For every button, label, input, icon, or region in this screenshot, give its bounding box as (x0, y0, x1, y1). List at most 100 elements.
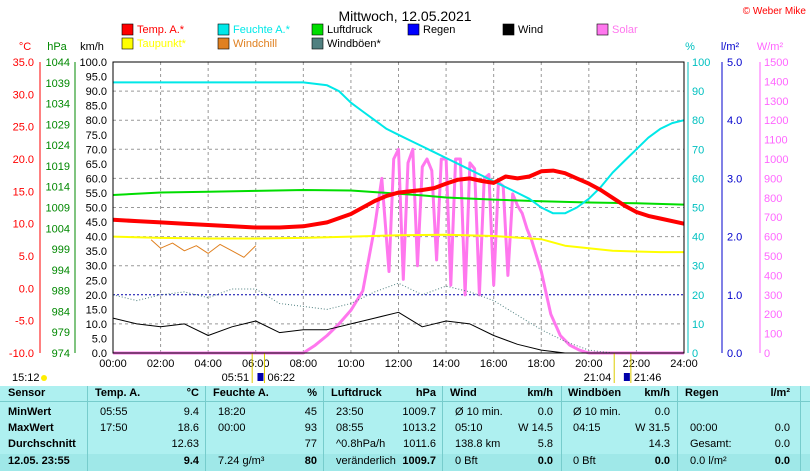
series-line (113, 81, 685, 215)
series-line (112, 233, 684, 254)
y-tick-label: -10.0 (9, 348, 34, 360)
y-tick-label: 0.0 (727, 348, 742, 360)
gust-time: Ø 10 min. (573, 406, 621, 418)
y-tick-label: 60 (692, 173, 704, 185)
series-line (112, 282, 684, 354)
legend-label: Windchill (233, 38, 277, 50)
temp-time: 17:50 (100, 422, 128, 434)
y-tick-label: 1500 (764, 57, 788, 69)
y-tick-label: 30 (692, 261, 704, 273)
plot-frame (112, 61, 685, 354)
gust-value: 0.0 (654, 455, 670, 467)
wind-time: Ø 10 min. (455, 406, 503, 418)
y-tick-label: 30.0 (86, 261, 107, 273)
y-tick-label: 989 (52, 286, 70, 298)
y-tick-label: 100.0 (79, 57, 107, 69)
series-line (113, 147, 684, 355)
sun-markers: 15:12 05:51 06:22 21:04 21:46 (12, 353, 661, 384)
pressure-time: veränderlich (336, 455, 396, 467)
pressure-value: 1011.6 (403, 438, 436, 450)
axis-unit: km/h (80, 41, 104, 53)
legend-label: Wind (518, 24, 543, 36)
legend-label: Temp. A.* (137, 24, 185, 36)
header-rain-unit: l/m² (770, 387, 790, 399)
x-tick-label: 16:00 (480, 358, 508, 370)
y-tick-label: 600 (764, 232, 782, 244)
x-tick-label: 24:00 (670, 358, 698, 370)
sun-marker-time: 06:22 (267, 372, 295, 384)
wind-time: 05:10 (455, 422, 483, 434)
y-tick-label: 20.0 (13, 154, 34, 166)
y-tick-label: 90 (692, 86, 704, 98)
legend-label: Feuchte A.* (233, 24, 291, 36)
y-tick-label: 1014 (46, 182, 70, 194)
y-tick-label: 900 (764, 173, 782, 185)
dusk-marker (623, 373, 630, 381)
y-tick-label: 994 (52, 265, 70, 277)
row-label: MinWert (8, 406, 52, 418)
y-tick-label: 700 (764, 212, 782, 224)
y-tick-label: 1400 (764, 76, 788, 88)
x-tick-label: 04:00 (194, 358, 222, 370)
legend-label: Solar (612, 24, 638, 36)
y-tick-label: 35.0 (13, 57, 34, 69)
wind-value: 0.0 (537, 455, 553, 467)
y-tick-label: 1019 (46, 161, 70, 173)
y-tick-label: 1009 (46, 203, 70, 215)
y-tick-label: 20 (692, 290, 704, 302)
header-pressure-unit: hPa (415, 387, 436, 399)
y-tick-label: 1029 (46, 119, 70, 131)
y-tick-label: 90.0 (86, 86, 107, 98)
chart-title: Mittwoch, 12.05.2021 (338, 8, 471, 24)
x-tick-label: 14:00 (432, 358, 460, 370)
time-start: 15:12 (12, 372, 40, 384)
pressure-value: 1009.7 (402, 406, 436, 418)
header-gust: Windböen (568, 387, 622, 399)
y-tick-label: 20.0 (86, 290, 107, 302)
row-label: 12.05. 23:55 (8, 455, 70, 467)
x-axis-ticks: 00:00 02:00 04:00 06:00 08:00 10:00 12:00 14:00… (99, 358, 698, 370)
gust-value: 0.0 (654, 406, 670, 418)
temp-time: 05:55 (100, 406, 128, 418)
series-line (150, 239, 257, 258)
legend-swatch (217, 37, 230, 50)
wind-time: 0 Bft (455, 455, 478, 467)
pressure-time: ^0.8hPa/h (336, 438, 386, 450)
y-tick-label: 0 (692, 348, 698, 360)
y-tick-label: 100 (764, 329, 782, 341)
header-temp-unit: °C (186, 387, 199, 399)
sun-marker-time: 05:51 (222, 372, 250, 384)
temp-value: 18.6 (177, 422, 199, 434)
rain-value: 0.0 (774, 455, 790, 467)
chart-grid (113, 62, 684, 353)
y-tick-label: 40 (692, 232, 704, 244)
gust-time: 0 Bft (573, 455, 596, 467)
rain-time: Gesamt: (690, 438, 732, 450)
axis-unit: W/m² (757, 41, 784, 53)
legend-swatch (121, 23, 134, 36)
x-tick-label: 10:00 (337, 358, 365, 370)
y-tick-label: 100 (692, 57, 710, 69)
legend-swatch (407, 23, 420, 36)
y-tick-label: 60.0 (86, 173, 107, 185)
y-tick-label: 1300 (764, 96, 788, 108)
rain-value: 0.0 (774, 422, 790, 434)
axis-unit: l/m² (721, 41, 740, 53)
y-tick-label: 80.0 (86, 115, 107, 127)
x-tick-label: 08:00 (290, 358, 318, 370)
humidity-time: 7.24 g/m³ (218, 455, 265, 467)
y-tick-label: 55.0 (86, 188, 107, 200)
y-tick-label: 25.0 (13, 122, 34, 134)
y-tick-label: 5.0 (92, 333, 107, 345)
wind-max: W 14.5 (518, 422, 553, 434)
y-tick-label: 85.0 (86, 101, 107, 113)
y-tick-label: 200 (764, 309, 782, 321)
rain-value: 0.0 (774, 438, 790, 450)
y-tick-label: 0 (764, 348, 770, 360)
y-tick-label: 0.0 (19, 283, 34, 295)
rain-time: 00:00 (690, 422, 718, 434)
humidity-time: 18:20 (218, 406, 246, 418)
y-tick-label: 15.0 (86, 304, 107, 316)
y-tick-label: 70.0 (86, 144, 107, 156)
sun-marker-time: 21:46 (634, 372, 662, 384)
